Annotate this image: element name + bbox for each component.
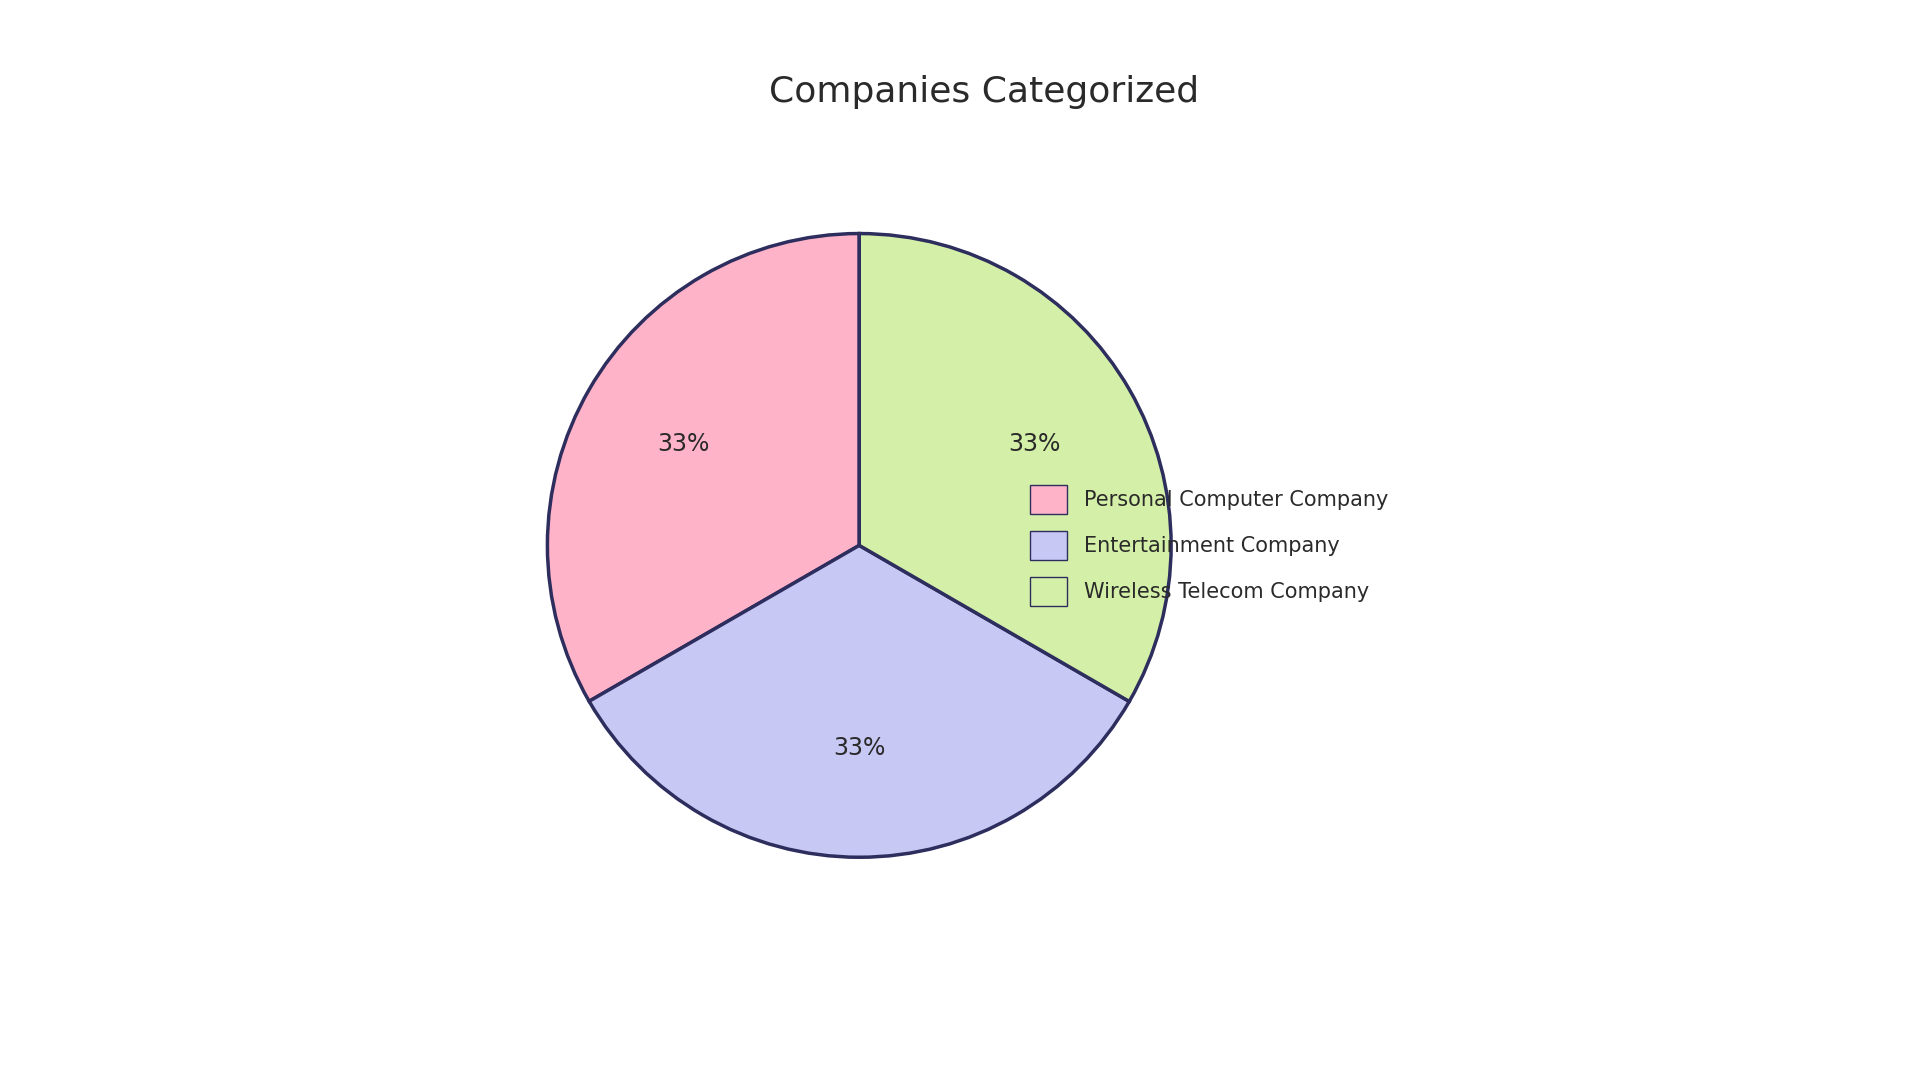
Text: 33%: 33% [657, 432, 710, 456]
Text: 33%: 33% [833, 737, 885, 760]
Wedge shape [860, 233, 1171, 701]
Wedge shape [589, 545, 1129, 858]
Wedge shape [547, 233, 860, 701]
Title: Companies Categorized: Companies Categorized [768, 75, 1200, 109]
Legend: Personal Computer Company, Entertainment Company, Wireless Telecom Company: Personal Computer Company, Entertainment… [1020, 474, 1400, 617]
Text: 33%: 33% [1008, 432, 1062, 456]
